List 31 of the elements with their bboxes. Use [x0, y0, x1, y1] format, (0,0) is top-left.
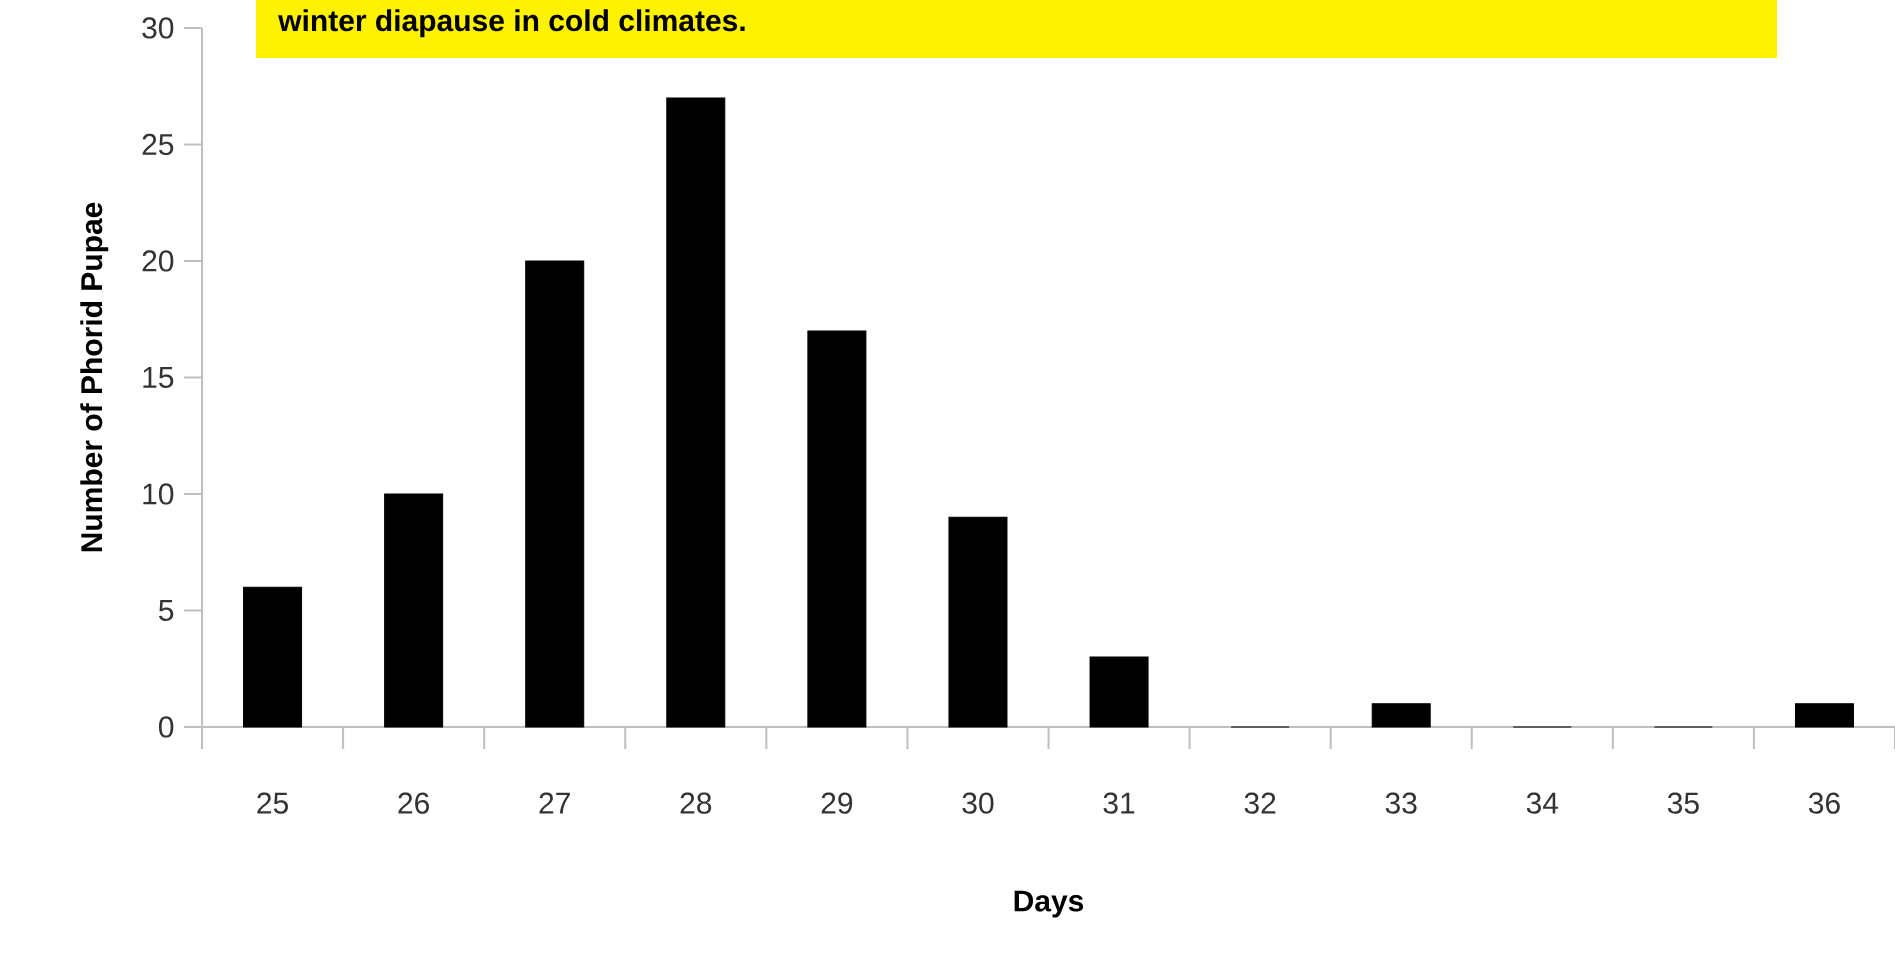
x-tick-label: 33: [1385, 792, 1417, 814]
bar: [525, 260, 585, 728]
bar: [243, 586, 303, 728]
x-tick-label: 27: [539, 792, 570, 814]
annotation: winter diapause in cold climates.: [278, 9, 745, 38]
x-tick-label: 34: [1526, 792, 1559, 814]
bar: [666, 97, 726, 728]
y-tick-label: 0: [158, 716, 174, 738]
bar: [1794, 703, 1854, 728]
x-tick-label: 32: [1244, 792, 1276, 814]
y-axis-title: Number of Phorid Pupae: [80, 202, 109, 552]
x-tick-label: 25: [257, 792, 288, 814]
x-tick-label: 28: [680, 792, 712, 814]
bar: [1089, 656, 1149, 728]
x-tick-label: 30: [962, 792, 994, 814]
bar: [1371, 703, 1431, 728]
bar: [948, 516, 1008, 728]
x-tick-label: 35: [1667, 792, 1699, 814]
x-tick-label: 36: [1808, 792, 1840, 814]
x-tick-label: 29: [821, 792, 853, 814]
y-tick-label: 25: [142, 133, 174, 156]
x-tick-label: 26: [398, 792, 429, 814]
y-tick-label: 20: [142, 250, 174, 272]
y-tick-label: 30: [142, 17, 174, 39]
bar: [807, 330, 867, 728]
x-axis-title: Days: [1014, 890, 1084, 918]
x-tick-label: 31: [1103, 792, 1135, 814]
y-tick-label: 10: [143, 483, 174, 505]
bar: [384, 493, 444, 728]
y-tick-label: 15: [143, 367, 174, 388]
y-tick-label: 5: [159, 600, 174, 621]
